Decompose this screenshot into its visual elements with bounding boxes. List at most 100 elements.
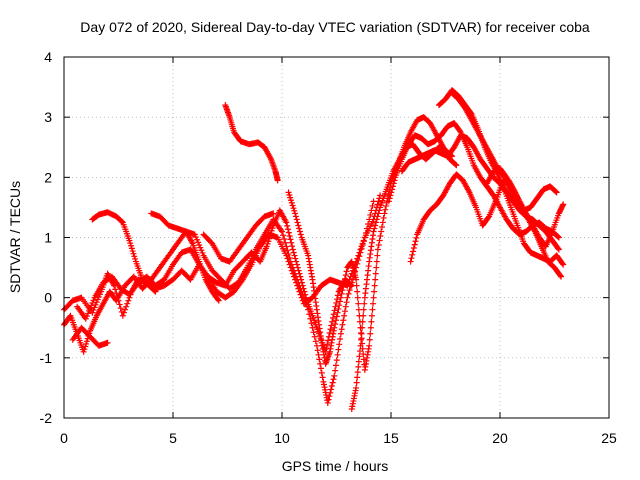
data-point — [87, 305, 94, 312]
data-point — [289, 246, 296, 253]
data-point — [264, 240, 271, 247]
data-point — [191, 231, 198, 238]
data-point — [327, 326, 334, 333]
data-point — [286, 232, 293, 239]
data-point — [290, 273, 297, 280]
data-point — [555, 246, 562, 253]
x-tick-label: 0 — [60, 430, 68, 446]
data-point — [317, 360, 324, 367]
data-point — [340, 317, 347, 324]
data-point — [90, 297, 97, 304]
data-point — [333, 357, 340, 364]
data-point — [289, 202, 296, 209]
data-point — [357, 246, 364, 253]
x-tick-label: 20 — [492, 430, 508, 446]
data-point — [283, 252, 290, 259]
data-point — [152, 288, 159, 295]
data-point — [386, 195, 393, 202]
data-point — [366, 342, 373, 349]
data-point — [341, 308, 348, 315]
data-point — [318, 369, 325, 376]
data-point — [338, 290, 345, 297]
data-point — [117, 305, 124, 312]
data-point — [334, 351, 341, 358]
data-point — [291, 252, 298, 259]
data-point — [293, 279, 300, 286]
data-point — [198, 247, 205, 254]
data-point — [382, 206, 389, 213]
data-point — [360, 351, 367, 358]
data-point — [367, 211, 374, 218]
data-point — [129, 248, 136, 255]
data-point — [263, 243, 270, 250]
y-tick-label: -1 — [40, 350, 53, 366]
data-point — [293, 261, 300, 268]
data-point — [335, 305, 342, 312]
data-point — [295, 285, 302, 292]
x-tick-label: 10 — [274, 430, 290, 446]
data-point — [354, 294, 361, 301]
data-point — [120, 309, 127, 316]
data-point — [305, 306, 312, 313]
data-point — [288, 199, 295, 206]
data-point — [339, 287, 346, 294]
data-point — [375, 210, 382, 217]
data-point — [456, 128, 463, 135]
x-axis-label: GPS time / hours — [282, 458, 389, 474]
data-point — [376, 237, 383, 244]
data-point — [215, 297, 222, 304]
data-point — [387, 192, 394, 199]
data-point — [485, 214, 492, 221]
data-point — [389, 183, 396, 190]
data-point — [306, 311, 313, 318]
data-point — [151, 287, 158, 294]
data-point — [453, 162, 460, 169]
data-point — [370, 294, 377, 301]
data-point — [281, 236, 288, 243]
data-point — [356, 249, 363, 256]
y-tick-label: 2 — [44, 169, 52, 185]
data-point — [361, 300, 368, 307]
data-point — [359, 324, 366, 331]
data-point — [324, 399, 331, 406]
data-point — [283, 219, 290, 226]
data-point — [390, 180, 397, 187]
data-point — [413, 234, 420, 241]
data-point — [285, 229, 292, 236]
data-point — [284, 226, 291, 233]
data-point — [319, 374, 326, 381]
data-point — [374, 201, 381, 208]
data-point — [355, 252, 362, 259]
data-point — [287, 197, 294, 204]
y-axis-label: SDTVAR / TECUs — [7, 181, 23, 293]
data-point — [334, 309, 341, 316]
data-point — [332, 317, 339, 324]
data-point — [336, 341, 343, 348]
data-point — [360, 312, 367, 319]
data-point — [325, 337, 332, 344]
data-point — [347, 283, 354, 290]
data-point — [286, 261, 293, 268]
data-point — [132, 255, 139, 262]
data-point — [410, 248, 417, 255]
data-point — [373, 264, 380, 271]
data-point — [374, 246, 381, 253]
data-point — [369, 306, 376, 313]
data-point — [354, 288, 361, 295]
data-point — [342, 303, 349, 310]
data-point — [372, 276, 379, 283]
data-point — [298, 294, 305, 301]
data-point — [407, 258, 414, 265]
data-point — [199, 249, 206, 256]
x-tick-label: 15 — [383, 430, 399, 446]
data-point — [208, 239, 215, 246]
y-tick-label: 3 — [44, 109, 52, 125]
data-point — [370, 300, 377, 307]
data-point — [197, 244, 204, 251]
data-point — [369, 202, 376, 209]
data-point — [353, 276, 360, 283]
data-point — [337, 336, 344, 343]
data-point — [287, 194, 294, 201]
data-point — [287, 236, 294, 243]
data-point — [555, 233, 562, 240]
